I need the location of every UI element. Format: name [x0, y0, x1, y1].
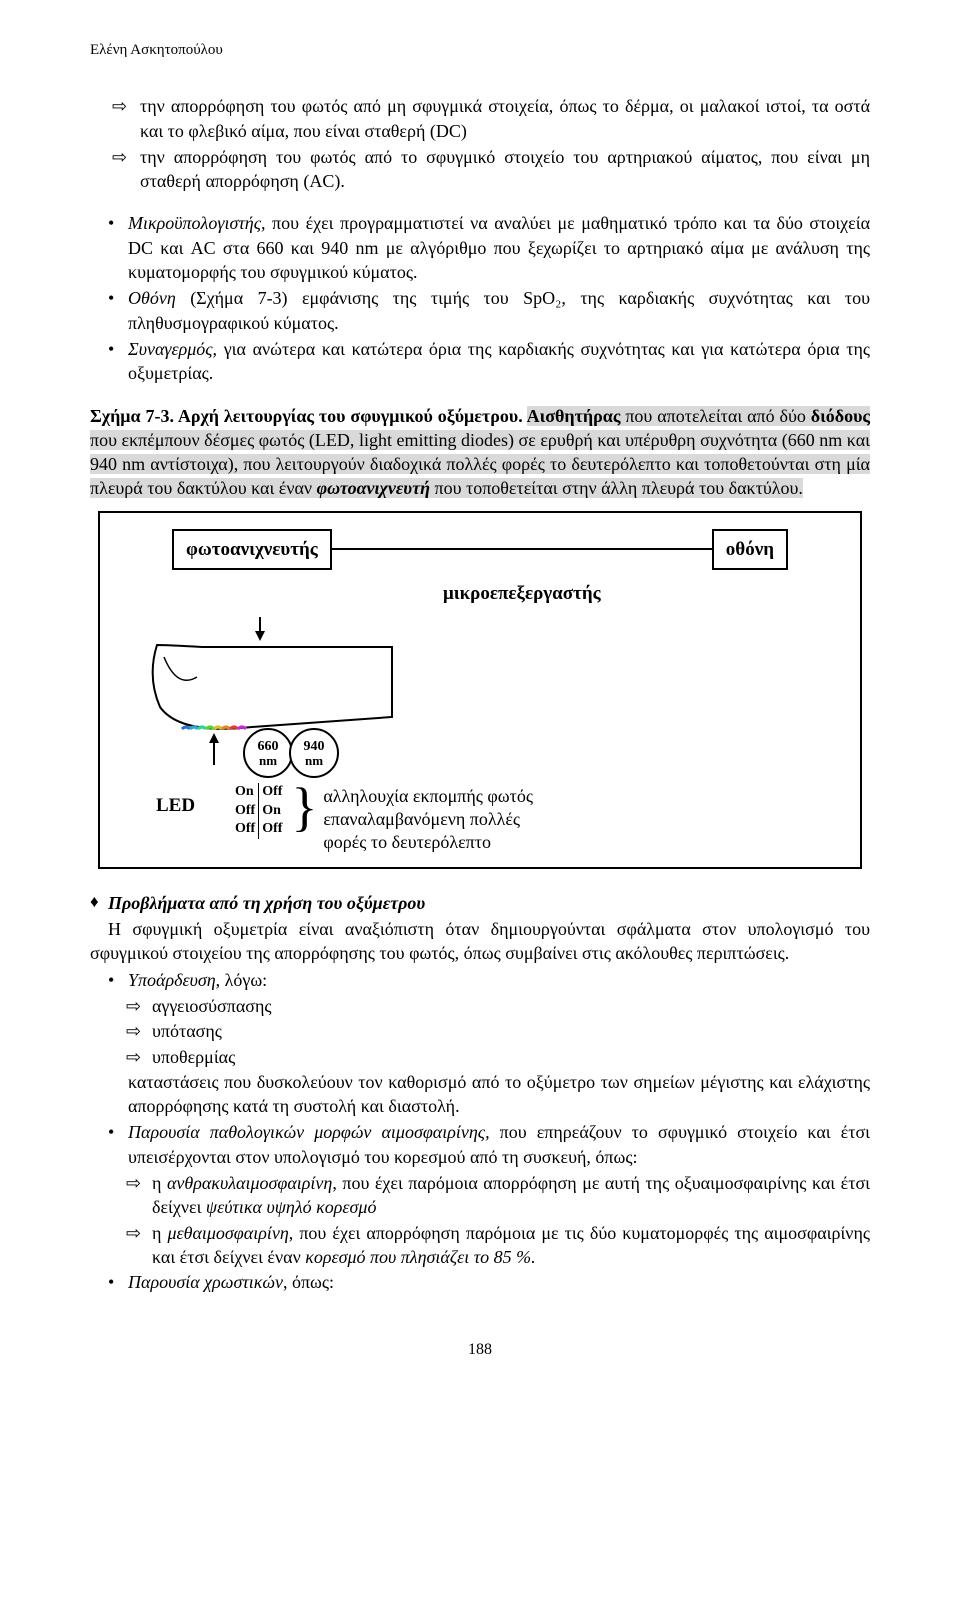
text: , όπως:	[283, 1272, 334, 1292]
term: ανθρακυλαιμοσφαιρίνη	[167, 1173, 332, 1193]
list-text: αγγειοσύσπασης	[152, 996, 272, 1016]
list-item: ⇨ την απορρόφηση του φωτός από το σφυγμικ…	[90, 145, 870, 194]
problems-heading: Προβλήματα από τη χρήση του οξύμετρου	[108, 893, 425, 913]
list-text: (Σχήμα 7-3) εμφάνισης της τιμής του SpO₂…	[128, 288, 870, 332]
diagram-top-row: φωτοανιχνευτής μικροεπεξεργαστής οθόνη	[112, 529, 848, 607]
cell: Off	[232, 820, 259, 839]
sub-list: ⇨ αγγειοσύσπασης ⇨ υπότασης ⇨ υποθερμίας	[90, 994, 870, 1069]
seq-line: φορές το δευτερόλεπτο	[323, 832, 491, 852]
list-item: Μικροϋπολογιστής, που έχει προγραμματιστ…	[90, 211, 870, 284]
brace-icon: }	[285, 783, 323, 831]
cell: Off	[232, 802, 259, 821]
caption-term: διόδους	[811, 406, 870, 426]
arrow-icon: ⇨	[126, 1221, 141, 1245]
term: κορεσμό που πλησιάζει το 85 %.	[305, 1247, 535, 1267]
nm-unit: nm	[305, 753, 323, 768]
arrow-icon: ⇨	[112, 94, 127, 118]
nm-660: 660	[258, 739, 279, 754]
caption-term: Αισθητήρας	[527, 406, 621, 426]
caption-lead: Σχήμα 7-3. Αρχή λειτουργίας του σφυγμικο…	[90, 406, 527, 426]
screen-box: οθόνη	[712, 529, 788, 571]
list-item: ⇨ την απορρόφηση του φωτός από μη σφυγμικ…	[90, 94, 870, 143]
arrow-icon: ⇨	[126, 1171, 141, 1195]
problems-list: Υποάρδευση, λόγω:	[90, 968, 870, 992]
caption-term: φωτοανιχνευτή	[317, 478, 430, 498]
sequence-text: αλληλουχία εκπομπής φωτός επαναλαμβανόμε…	[323, 783, 533, 855]
list-item: ⇨ υπότασης	[90, 1019, 870, 1043]
led-label: LED	[112, 783, 232, 819]
lead-term: Υποάρδευση	[128, 970, 216, 990]
caption-text: που τοποθετείται στην άλλη πλευρά του δα…	[430, 478, 803, 498]
problems-intro: Η σφυγμική οξυμετρία είναι αναξιόπιστη ό…	[90, 917, 870, 966]
list-item: ⇨ αγγειοσύσπασης	[90, 994, 870, 1018]
list-item: Υποάρδευση, λόγω:	[90, 968, 870, 992]
list-text: την απορρόφηση του φωτός από το σφυγμικό…	[140, 147, 870, 191]
led-block: LED OnOff OffOn OffOff } αλληλουχία εκπο…	[112, 783, 848, 855]
list-text: υποθερμίας	[152, 1047, 235, 1067]
cell: Off	[259, 820, 286, 839]
sub-list: ⇨η ανθρακυλαιμοσφαιρίνη, που έχει παρόμο…	[90, 1171, 870, 1269]
lead-term: Παρουσία παθολογικών μορφών αιμοσφαιρίνη…	[128, 1122, 490, 1142]
list-item: Παρουσία παθολογικών μορφών αιμοσφαιρίνη…	[90, 1120, 870, 1169]
lead-term: Συναγερμός,	[128, 339, 217, 359]
list-item: ⇨η ανθρακυλαιμοσφαιρίνη, που έχει παρόμο…	[90, 1171, 870, 1220]
page-header-author: Ελένη Ασκητοπούλου	[90, 40, 870, 60]
arrow-icon: ⇨	[126, 1045, 141, 1069]
cell: On	[259, 802, 286, 821]
followup-text: καταστάσεις που δυσκολεύουν τον καθορισμ…	[90, 1070, 870, 1119]
arrow-icon: ⇨	[126, 994, 141, 1018]
lead-term: Οθόνη	[128, 288, 176, 308]
term: ψεύτικα υψηλό κορεσμό	[206, 1197, 377, 1217]
seq-line: αλληλουχία εκπομπής φωτός	[323, 786, 533, 806]
nm-unit: nm	[259, 753, 277, 768]
list-item: Οθόνη (Σχήμα 7-3) εμφάνισης της τιμής το…	[90, 286, 870, 335]
list-text: για ανώτερα και κατώτερα όρια της καρδια…	[128, 339, 870, 383]
figure-diagram: φωτοανιχνευτής μικροεπεξεργαστής οθόνη	[98, 511, 862, 869]
seq-line: επαναλαμβανόμενη πολλές	[323, 809, 520, 829]
problems-list: Παρουσία χρωστικών, όπως:	[90, 1270, 870, 1294]
arrow-icon: ⇨	[112, 145, 127, 169]
text: , λόγω:	[216, 970, 268, 990]
top-arrow-list: ⇨ την απορρόφηση του φωτός από μη σφυγμικ…	[90, 94, 870, 193]
lead-term: Παρουσία χρωστικών	[128, 1272, 283, 1292]
cell: On	[232, 783, 259, 802]
nm-940: 940	[304, 739, 325, 754]
microprocessor-label: μικροεπεξεργαστής	[332, 581, 712, 607]
top-disc-list: Μικροϋπολογιστής, που έχει προγραμματιστ…	[90, 211, 870, 385]
connector-line-icon	[332, 529, 712, 569]
section-heading-item: Προβλήματα από τη χρήση του οξύμετρου	[90, 891, 870, 915]
cell: Off	[259, 783, 286, 802]
t: η	[152, 1173, 167, 1193]
t: η	[152, 1223, 167, 1243]
led-circles-icon: 660 nm 940 nm	[242, 725, 352, 783]
list-item: ⇨η μεθαιμοσφαιρίνη, που έχει απορρόφηση …	[90, 1221, 870, 1270]
term: μεθαιμοσφαιρίνη	[167, 1223, 288, 1243]
figure-caption: Σχήμα 7-3. Αρχή λειτουργίας του σφυγμικο…	[90, 404, 870, 501]
diagram-finger-area: 660 nm 940 nm	[112, 607, 848, 777]
onoff-table: OnOff OffOn OffOff	[232, 783, 285, 840]
list-item: Παρουσία χρωστικών, όπως:	[90, 1270, 870, 1294]
list-item: ⇨ υποθερμίας	[90, 1045, 870, 1069]
list-text: υπότασης	[152, 1021, 222, 1041]
photodetector-box: φωτοανιχνευτής	[172, 529, 332, 571]
list-item: Συναγερμός, για ανώτερα και κατώτερα όρι…	[90, 337, 870, 386]
page-number: 188	[90, 1339, 870, 1361]
list-text: την απορρόφηση του φωτός από μη σφυγμικά…	[140, 96, 870, 140]
lead-term: Μικροϋπολογιστής,	[128, 213, 266, 233]
arrow-icon: ⇨	[126, 1019, 141, 1043]
problems-list: Παρουσία παθολογικών μορφών αιμοσφαιρίνη…	[90, 1120, 870, 1169]
problems-section: Προβλήματα από τη χρήση του οξύμετρου	[90, 891, 870, 915]
caption-text: που αποτελείται από δύο	[620, 406, 810, 426]
